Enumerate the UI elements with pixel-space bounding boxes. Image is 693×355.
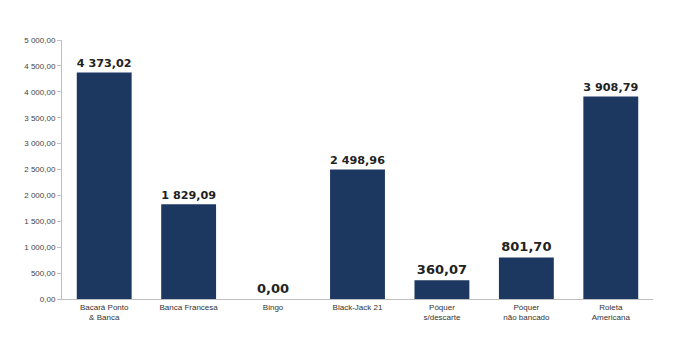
svg-text:3 908,79: 3 908,79 <box>583 81 638 94</box>
svg-text:0,00: 0,00 <box>40 295 56 304</box>
svg-text:Bingo: Bingo <box>263 303 284 312</box>
svg-text:3 000,00: 3 000,00 <box>24 139 56 148</box>
svg-text:Póquers/descarte: Póquers/descarte <box>423 303 460 322</box>
svg-text:4 000,00: 4 000,00 <box>24 88 56 97</box>
svg-text:801,70: 801,70 <box>501 239 551 254</box>
svg-text:2 498,96: 2 498,96 <box>330 154 385 167</box>
svg-text:0,00: 0,00 <box>257 281 289 296</box>
svg-text:1 829,09: 1 829,09 <box>161 189 216 202</box>
svg-text:360,07: 360,07 <box>417 262 467 277</box>
svg-text:2 500,00: 2 500,00 <box>24 165 56 174</box>
svg-text:RoletaAmericana: RoletaAmericana <box>592 303 631 322</box>
svg-text:2 000,00: 2 000,00 <box>24 191 56 200</box>
svg-text:Banca Francesa: Banca Francesa <box>160 303 219 312</box>
svg-text:Bacará Ponto& Banca: Bacará Ponto& Banca <box>80 303 129 322</box>
svg-text:4 373,02: 4 373,02 <box>77 57 132 70</box>
svg-text:1 500,00: 1 500,00 <box>24 217 56 226</box>
svg-text:4 500,00: 4 500,00 <box>24 62 56 71</box>
svg-text:Póquernão bancado: Póquernão bancado <box>503 303 550 322</box>
svg-text:500,00: 500,00 <box>31 269 56 278</box>
svg-text:3 500,00: 3 500,00 <box>24 114 56 123</box>
svg-text:1 000,00: 1 000,00 <box>24 243 56 252</box>
svg-text:Black-Jack 21: Black-Jack 21 <box>333 303 383 312</box>
svg-text:5 000,00: 5 000,00 <box>24 36 56 45</box>
